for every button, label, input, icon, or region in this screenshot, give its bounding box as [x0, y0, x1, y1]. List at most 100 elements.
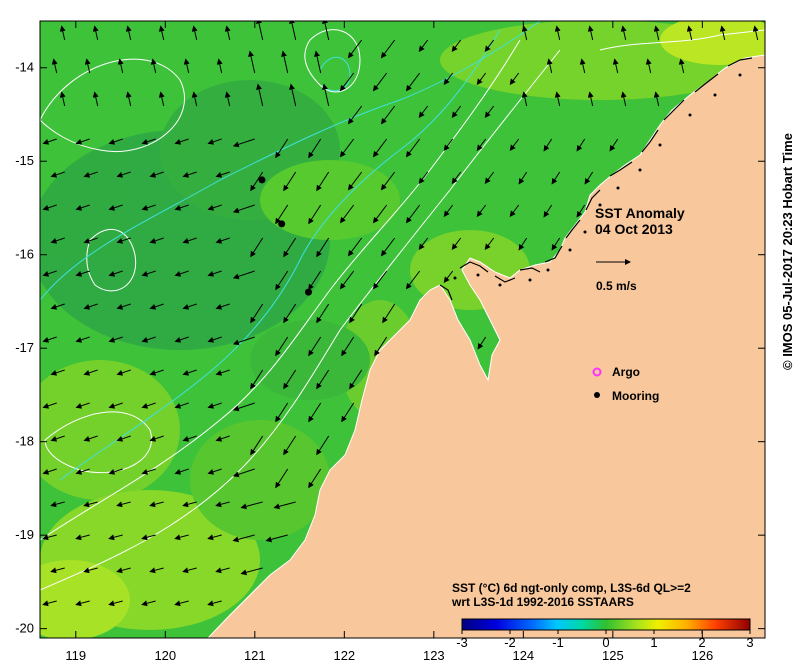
current-vector — [150, 58, 157, 74]
current-vector — [275, 204, 289, 225]
current-vector — [75, 138, 90, 145]
current-vector — [579, 58, 586, 74]
current-vector — [207, 138, 222, 145]
mooring-label: Mooring — [612, 389, 659, 403]
colorbar — [461, 618, 751, 631]
current-vector — [207, 468, 222, 475]
current-vector — [83, 501, 98, 508]
current-vector — [232, 534, 255, 543]
current-vector — [308, 468, 322, 489]
current-vector — [509, 72, 520, 85]
current-vector — [232, 402, 255, 412]
current-vector — [92, 91, 99, 107]
current-vector — [339, 72, 355, 92]
current-vector — [405, 138, 421, 158]
current-vector — [42, 336, 57, 343]
current-vector — [83, 171, 98, 178]
current-vector — [59, 25, 66, 41]
current-vector — [451, 171, 462, 184]
current-vector — [108, 204, 123, 211]
current-vector — [576, 204, 586, 218]
current-vector — [141, 138, 156, 145]
current-vector — [224, 25, 231, 41]
current-vector — [141, 402, 156, 409]
current-vector — [372, 204, 388, 224]
current-vector — [83, 567, 98, 574]
current-vector — [405, 204, 421, 224]
current-vector — [451, 39, 462, 53]
current-vector — [50, 369, 65, 376]
current-vector — [314, 50, 322, 74]
current-vector — [678, 58, 685, 74]
current-vector — [158, 25, 165, 41]
current-vector — [283, 237, 297, 258]
current-vector — [283, 303, 297, 324]
y-tick-label: -19 — [15, 527, 34, 542]
plot-frame — [39, 20, 766, 639]
current-vector — [149, 567, 164, 574]
current-vector — [405, 270, 421, 290]
x-tick-label: 123 — [423, 648, 445, 663]
current-vector — [418, 39, 429, 53]
current-vector — [182, 237, 197, 244]
current-vector — [42, 402, 57, 409]
current-vector — [116, 369, 131, 376]
current-vector — [182, 567, 197, 574]
current-vector — [116, 501, 131, 508]
current-vector — [149, 501, 164, 508]
current-vector — [283, 171, 297, 192]
current-vector — [125, 25, 132, 41]
current-vector — [374, 336, 388, 357]
current-vector — [316, 369, 330, 390]
current-vector — [250, 435, 264, 456]
current-vector — [250, 369, 264, 390]
current-vector — [308, 138, 322, 159]
mooring-markers — [258, 176, 313, 296]
current-vector — [215, 303, 230, 310]
current-vector — [418, 171, 429, 184]
current-vector — [316, 435, 330, 456]
current-vector — [182, 303, 197, 310]
current-vector — [587, 91, 594, 107]
current-vector — [372, 270, 388, 290]
current-vector — [174, 204, 189, 211]
current-vector — [443, 204, 454, 217]
island-dots — [453, 73, 742, 287]
current-vector — [158, 91, 165, 107]
current-vector — [116, 567, 131, 574]
current-vector — [83, 303, 98, 310]
y-tick-label: -15 — [15, 153, 34, 168]
current-vector — [339, 204, 355, 224]
current-vector — [308, 336, 322, 357]
current-vector — [275, 336, 289, 357]
current-vector — [275, 468, 289, 489]
current-vector — [75, 468, 90, 475]
colorbar-ticks: -3 -2 -1 0 1 2 3 — [456, 630, 754, 650]
current-vector — [182, 501, 197, 508]
mooring-marker — [305, 288, 313, 296]
current-vector — [443, 270, 454, 284]
current-vector — [174, 270, 189, 277]
current-vector — [42, 204, 57, 211]
current-vector — [108, 600, 123, 607]
contour-lines — [40, 21, 765, 591]
current-vector — [224, 91, 231, 107]
current-vector — [322, 83, 330, 107]
current-vector — [174, 468, 189, 475]
x-tick-label: 122 — [333, 648, 355, 663]
current-vector — [521, 25, 528, 41]
current-vector — [125, 91, 132, 107]
mooring-marker — [278, 220, 286, 228]
x-tick-label: 120 — [154, 648, 176, 663]
current-vector — [551, 171, 561, 185]
current-vector — [50, 303, 65, 310]
current-vector — [116, 435, 131, 442]
current-vector — [149, 237, 164, 244]
current-vector — [215, 369, 230, 376]
current-vector — [316, 237, 330, 258]
current-vector — [141, 600, 156, 607]
current-vector — [316, 303, 330, 324]
current-vector — [50, 501, 65, 508]
current-vector — [50, 435, 65, 442]
current-vector — [484, 171, 495, 184]
